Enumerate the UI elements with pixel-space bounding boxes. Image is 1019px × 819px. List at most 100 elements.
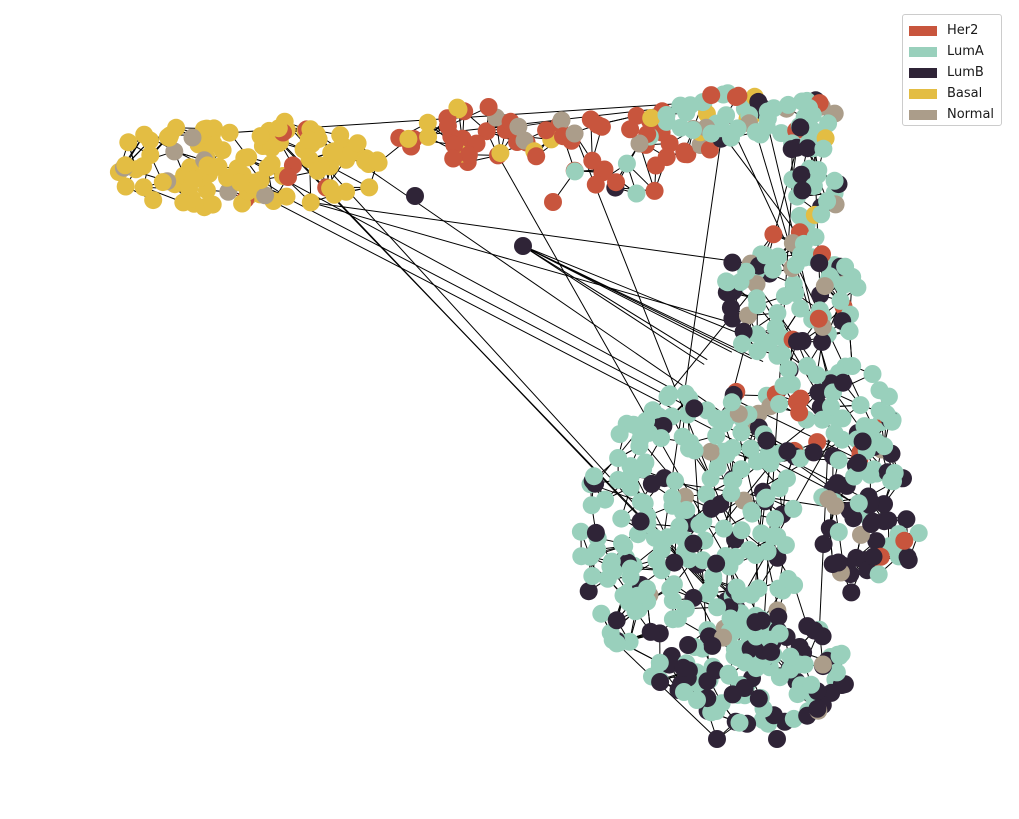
graph-node-luma: [784, 499, 803, 518]
graph-node-her2: [895, 531, 914, 550]
graph-node-luma: [714, 519, 733, 538]
graph-node-lumb: [897, 510, 916, 529]
graph-node-normal: [630, 134, 649, 153]
graph-node-basal: [184, 170, 203, 189]
graph-node-luma: [675, 683, 693, 701]
graph-node-luma: [615, 537, 634, 556]
graph-nodes: [109, 84, 928, 748]
graph-node-luma: [663, 591, 682, 610]
graph-edge: [725, 115, 896, 474]
legend-item-normal: Normal: [909, 104, 995, 125]
graph-node-normal: [826, 497, 845, 516]
graph-node-her2: [790, 403, 809, 422]
graph-node-luma: [647, 551, 666, 569]
graph-node-luma: [690, 515, 709, 534]
graph-node-basal: [360, 178, 379, 197]
graph-node-her2: [645, 181, 664, 200]
graph-node-luma: [812, 205, 831, 224]
graph-node-basal: [399, 129, 418, 148]
graph-node-basal: [325, 185, 344, 204]
graph-node-luma: [748, 452, 766, 471]
graph-node-luma: [602, 552, 621, 571]
graph-node-luma: [845, 467, 864, 486]
graph-node-luma: [666, 472, 685, 490]
graph-node-luma: [707, 409, 726, 428]
graph-node-basal: [116, 156, 135, 175]
legend-swatch: [909, 67, 937, 78]
graph-node-lumb: [792, 165, 811, 184]
graph-node-luma: [707, 702, 726, 720]
graph-node-luma: [869, 565, 888, 584]
graph-node-luma: [571, 522, 590, 541]
graph-node-lumb: [875, 495, 893, 514]
graph-node-luma: [809, 161, 828, 179]
graph-node-normal: [701, 442, 720, 461]
graph-node-luma: [757, 488, 776, 507]
graph-node-her2: [621, 120, 640, 139]
graph-node-lumb: [514, 237, 532, 255]
graph-node-luma: [732, 423, 751, 442]
graph-node-luma: [702, 124, 721, 143]
graph-edge: [616, 643, 718, 740]
graph-node-luma: [733, 334, 751, 353]
graph-node-normal: [165, 142, 184, 161]
graph-node-luma: [742, 501, 761, 520]
legend-label: Her2: [947, 23, 979, 38]
graph-node-luma: [614, 586, 633, 605]
graph-node-lumb: [864, 547, 883, 566]
graph-node-luma: [676, 384, 695, 403]
graph-node-luma: [728, 119, 747, 138]
legend-item-basal: Basal: [909, 83, 995, 104]
graph-node-luma: [697, 485, 716, 504]
graph-node-basal: [116, 177, 135, 196]
graph-node-her2: [445, 135, 464, 154]
graph-node-luma: [748, 296, 767, 315]
graph-edge: [522, 245, 752, 360]
graph-edge: [522, 245, 708, 361]
graph-node-normal: [552, 111, 571, 130]
graph-node-luma: [725, 640, 744, 659]
graph-node-her2: [279, 168, 297, 186]
graph-node-luma: [861, 465, 880, 484]
graph-node-lumb: [804, 443, 823, 462]
graph-node-basal: [642, 109, 661, 127]
graph-node-luma: [775, 287, 794, 306]
graph-node-lumb: [798, 139, 817, 158]
graph-node-luma: [843, 357, 862, 375]
graph-node-luma: [719, 664, 738, 683]
graph-node-lumb: [707, 554, 726, 573]
graph-node-luma: [788, 685, 807, 704]
legend-swatch: [909, 88, 937, 99]
graph-node-luma: [813, 410, 832, 429]
graph-node-lumb: [810, 254, 829, 272]
graph-node-luma: [583, 567, 602, 585]
graph-node-lumb: [607, 611, 626, 630]
graph-node-lumb: [749, 689, 768, 708]
graph-node-lumb: [813, 332, 831, 351]
graph-node-basal: [258, 158, 277, 177]
graph-node-luma: [825, 424, 844, 443]
graph-node-basal: [308, 161, 327, 180]
graph-node-her2: [646, 156, 665, 175]
graph-node-luma: [660, 385, 679, 404]
graph-node-luma: [803, 105, 822, 124]
graph-node-luma: [802, 675, 821, 694]
graph-node-luma: [778, 469, 796, 488]
graph-node-lumb: [723, 253, 742, 272]
graph-node-basal: [153, 173, 172, 192]
graph-node-luma: [621, 567, 640, 586]
graph-node-basal: [419, 127, 438, 146]
graph-node-luma: [909, 524, 928, 543]
graph-node-luma: [877, 405, 896, 424]
graph-node-her2: [583, 151, 602, 170]
graph-node-lumb: [808, 699, 827, 718]
graph-node-her2: [764, 225, 783, 244]
graph-node-basal: [251, 127, 270, 146]
legend-swatch: [909, 25, 937, 36]
graph-node-luma: [785, 576, 804, 594]
graph-node-luma: [731, 272, 750, 291]
graph-node-luma: [592, 604, 611, 623]
graph-node-normal: [183, 128, 202, 147]
graph-node-luma: [639, 423, 658, 442]
graph-node-lumb: [842, 583, 861, 602]
